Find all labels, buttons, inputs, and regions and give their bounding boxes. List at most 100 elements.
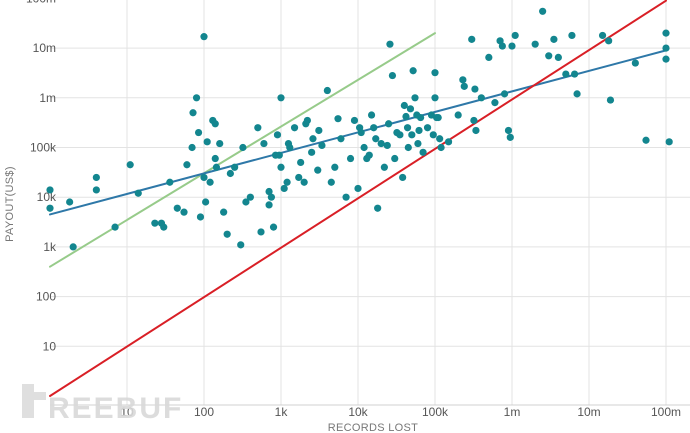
data-point — [69, 243, 77, 251]
data-point — [415, 126, 423, 135]
data-point — [411, 94, 419, 102]
data-point — [470, 116, 478, 125]
x-axis-ticks: 10 100 1k 10k 100k 1m 10m 100m — [120, 405, 681, 419]
data-point — [211, 154, 219, 163]
data-point — [223, 230, 231, 238]
data-point — [434, 113, 442, 122]
data-point — [357, 128, 365, 137]
data-point — [372, 135, 380, 143]
data-point — [277, 163, 285, 171]
data-point — [365, 151, 373, 159]
data-point — [323, 86, 331, 95]
y-tick-label: 1m — [39, 91, 56, 105]
data-point — [196, 213, 205, 221]
data-point — [265, 187, 273, 196]
data-point — [429, 131, 437, 139]
data-point — [383, 141, 391, 150]
y-tick-label: 10m — [33, 41, 56, 55]
x-tick-label: 1m — [504, 405, 521, 419]
data-point — [437, 143, 445, 152]
data-point — [374, 204, 382, 212]
data-point — [423, 124, 432, 132]
data-point — [377, 139, 385, 148]
x-tick-label: 1k — [275, 405, 289, 419]
data-point — [662, 55, 670, 63]
data-point — [498, 42, 506, 50]
data-point — [92, 173, 100, 182]
y-tick-label: 100m — [26, 0, 56, 5]
data-point — [568, 31, 576, 40]
data-point — [354, 184, 362, 193]
watermark-logo-icon-bar — [34, 392, 46, 400]
data-point — [550, 35, 558, 43]
data-point — [506, 133, 514, 141]
data-point — [404, 143, 412, 152]
data-point — [400, 101, 408, 110]
data-point — [472, 126, 480, 135]
data-point — [46, 204, 54, 212]
data-point — [309, 135, 317, 143]
data-point — [257, 228, 265, 236]
data-point — [460, 82, 468, 90]
data-point — [237, 241, 245, 249]
x-tick-label: 10 — [120, 405, 134, 419]
data-point — [231, 163, 239, 171]
data-point — [391, 154, 399, 163]
data-point — [314, 166, 322, 174]
data-point — [402, 112, 410, 121]
data-point — [202, 198, 210, 206]
data-point — [189, 109, 197, 117]
x-tick-label: 100 — [194, 405, 214, 419]
y-tick-label: 10k — [37, 190, 57, 204]
data-point — [406, 105, 415, 113]
data-point — [111, 223, 119, 231]
data-point — [200, 33, 208, 41]
data-point — [409, 67, 417, 75]
data-point — [485, 53, 493, 61]
data-point — [260, 139, 268, 148]
data-point — [598, 31, 607, 40]
data-point — [254, 124, 262, 132]
data-point — [126, 161, 134, 169]
data-point — [295, 173, 303, 182]
data-point — [331, 163, 339, 171]
data-point — [206, 178, 214, 186]
data-point — [471, 85, 479, 93]
data-point — [511, 31, 519, 40]
data-point — [280, 184, 288, 193]
data-point — [300, 178, 308, 186]
data-point — [151, 219, 159, 227]
data-point — [431, 69, 439, 77]
data-point — [414, 139, 422, 148]
data-point — [350, 116, 359, 125]
data-point — [665, 138, 673, 146]
data-point — [396, 131, 404, 139]
data-point — [531, 40, 539, 48]
data-point — [444, 138, 453, 146]
data-point — [491, 99, 499, 107]
data-point — [436, 135, 444, 143]
data-point — [454, 111, 462, 119]
data-point — [226, 169, 234, 178]
scatter-points — [46, 7, 673, 251]
data-point — [183, 161, 191, 169]
data-point — [370, 124, 378, 132]
trend-line — [49, 0, 667, 397]
y-axis-ticks: 10 100 1k 10k 100k 1m 10m 100m — [26, 0, 57, 353]
data-point — [570, 70, 579, 78]
y-axis-label: PAYOUT(US$) — [4, 166, 16, 242]
data-point — [662, 29, 670, 37]
y-tick-label: 100 — [36, 290, 56, 304]
data-point — [275, 151, 283, 159]
data-point — [134, 189, 142, 197]
y-tick-label: 100k — [30, 141, 57, 155]
data-point — [500, 90, 509, 98]
data-point — [180, 208, 188, 216]
data-point — [194, 128, 203, 137]
data-point — [399, 173, 407, 182]
x-tick-label: 100m — [651, 405, 681, 419]
data-point — [642, 136, 650, 144]
x-tick-label: 10m — [577, 405, 600, 419]
data-point — [203, 138, 211, 146]
